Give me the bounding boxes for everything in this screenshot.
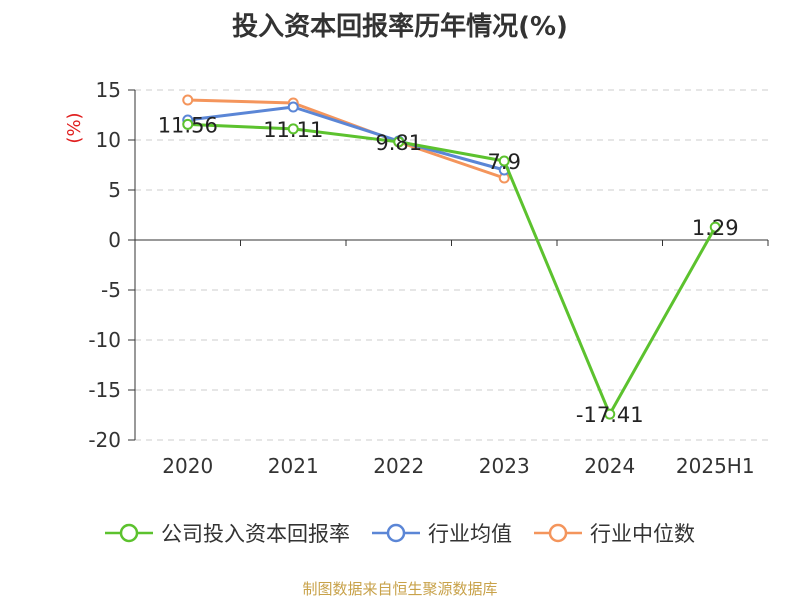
legend-item-company[interactable]: 公司投入资本回报率 <box>105 518 350 548</box>
x-tick-label: 2020 <box>162 454 213 478</box>
x-tick-label: 2023 <box>479 454 530 478</box>
series-line <box>187 105 505 172</box>
x-tick-label: 2024 <box>584 454 635 478</box>
legend: 公司投入资本回报率 行业均值 行业中位数 <box>0 518 800 548</box>
legend-line-marker-icon <box>372 523 420 543</box>
grid-layer <box>135 89 768 441</box>
data-label: 11.56 <box>158 113 218 137</box>
data-label-layer: 11.56 11.11 9.81 7.9 -17.41 1.29 <box>158 113 739 427</box>
y-tick-label: 10 <box>96 128 121 152</box>
x-tick-label: 2025H1 <box>676 454 755 478</box>
legend-item-industry-mean[interactable]: 行业均值 <box>372 518 512 548</box>
y-tick-label: -15 <box>88 378 121 402</box>
data-point <box>709 221 721 233</box>
x-tick-label: 2022 <box>373 454 424 478</box>
y-tick-label: 5 <box>108 178 121 202</box>
series-layer <box>182 94 721 420</box>
y-tick-label: -5 <box>101 278 121 302</box>
data-point <box>287 101 299 113</box>
y-axis-label: (%) <box>64 112 85 143</box>
data-label: 11.11 <box>263 118 323 142</box>
legend-label-company: 公司投入资本回报率 <box>161 522 350 546</box>
legend-label-industry-mean: 行业均值 <box>428 522 512 546</box>
data-point <box>287 123 299 135</box>
legend-line-marker-icon <box>534 523 582 543</box>
y-tick-label: -20 <box>88 428 121 452</box>
data-point <box>182 94 194 106</box>
data-point <box>604 408 616 420</box>
data-point <box>393 136 405 148</box>
axis-layer: 15 10 5 0 -5 -10 -15 -20 2020 2021 2022 2023 2024 202… <box>64 78 769 478</box>
y-tick-label: 15 <box>96 78 121 102</box>
chart-title: 投入资本回报率历年情况(%) <box>232 12 568 42</box>
x-tick-label: 2021 <box>268 454 319 478</box>
data-point <box>498 155 510 167</box>
legend-item-industry-median[interactable]: 行业中位数 <box>534 518 695 548</box>
data-label: 7.9 <box>488 150 521 174</box>
data-label: 1.29 <box>692 216 739 240</box>
series-line <box>187 98 505 180</box>
y-tick-label: 0 <box>108 228 121 252</box>
data-label: -17.41 <box>576 403 644 427</box>
series-line <box>187 122 717 416</box>
data-point <box>182 118 194 130</box>
legend-label-industry-median: 行业中位数 <box>590 522 695 546</box>
y-tick-label: -10 <box>88 328 121 352</box>
data-label: 9.81 <box>375 131 422 155</box>
source-note: 制图数据来自恒生聚源数据库 <box>302 580 498 598</box>
legend-line-marker-icon <box>105 523 153 543</box>
